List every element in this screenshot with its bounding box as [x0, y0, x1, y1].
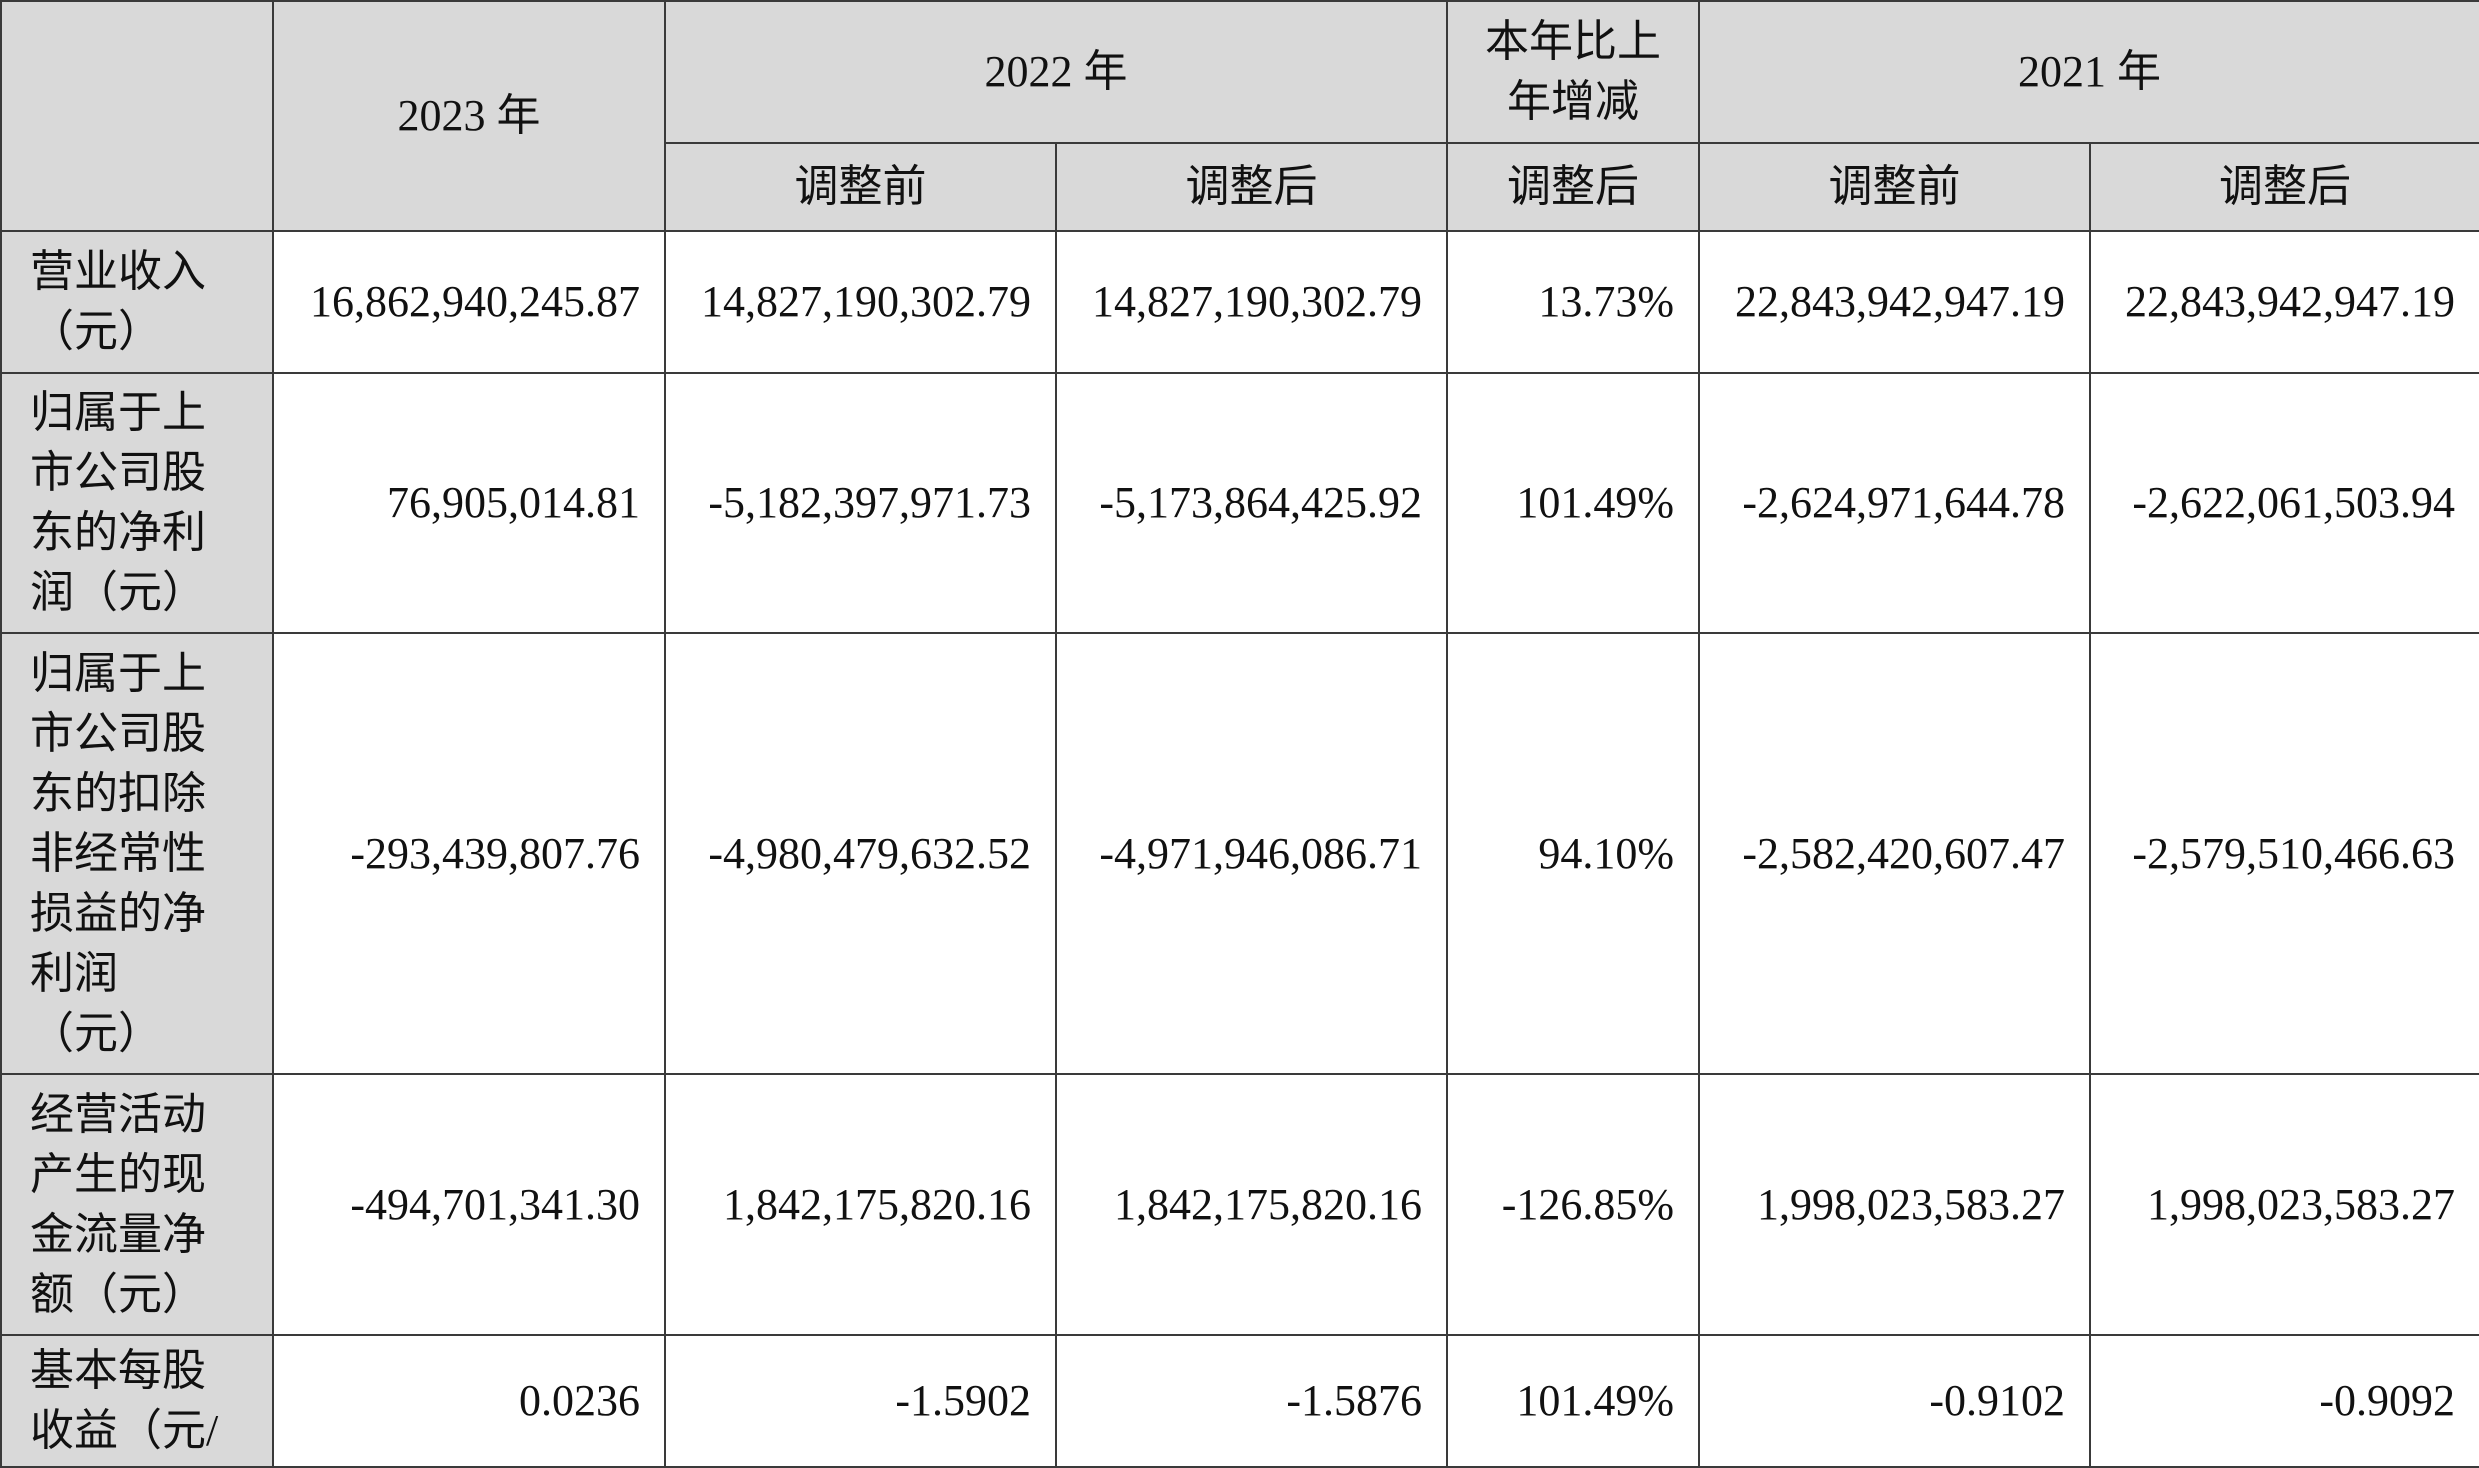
- cell-value: 1,998,023,583.27: [2089, 1073, 2479, 1336]
- cell-value: 1,842,175,820.16: [1055, 1073, 1448, 1336]
- header-2023: 2023 年: [272, 0, 666, 232]
- corner-cell: [0, 0, 274, 232]
- table-row: 归属于上 市公司股 东的扣除 非经常性 损益的净 利润 （元） -293,439…: [0, 632, 2479, 1075]
- cell-value: -5,173,864,425.92: [1055, 372, 1448, 634]
- cell-value: 14,827,190,302.79: [1055, 230, 1448, 374]
- cell-value: -4,980,479,632.52: [664, 632, 1057, 1075]
- table-row: 营业收入 （元） 16,862,940,245.87 14,827,190,30…: [0, 230, 2479, 374]
- cell-value: 22,843,942,947.19: [2089, 230, 2479, 374]
- cell-value: -126.85%: [1446, 1073, 1700, 1336]
- row-label-operating-cash-flow: 经营活动 产生的现 金流量净 额（元）: [0, 1073, 274, 1336]
- row-label-text: 归属于上 市公司股 东的扣除 非经常性 损益的净 利润 （元）: [30, 648, 206, 1058]
- header-2022: 2022 年: [664, 0, 1448, 144]
- cell-value: 0.0236: [272, 1334, 666, 1468]
- cell-value: -2,624,971,644.78: [1698, 372, 2091, 634]
- cell-value: -0.9102: [1698, 1334, 2091, 1468]
- table-row: 基本每股 收益（元/ 0.0236 -1.5902 -1.5876 101.49…: [0, 1334, 2479, 1468]
- cell-value: 94.10%: [1446, 632, 1700, 1075]
- cell-value: -1.5876: [1055, 1334, 1448, 1468]
- cell-value: -2,582,420,607.47: [1698, 632, 2091, 1075]
- row-label-text: 营业收入 （元）: [30, 247, 206, 356]
- cell-value: 76,905,014.81: [272, 372, 666, 634]
- row-label-basic-eps: 基本每股 收益（元/: [0, 1334, 274, 1468]
- row-label-revenue: 营业收入 （元）: [0, 230, 274, 374]
- header-2021-before: 调整前: [1698, 142, 2091, 232]
- header-2022-after: 调整后: [1055, 142, 1448, 232]
- cell-value: -293,439,807.76: [272, 632, 666, 1075]
- cell-value: 16,862,940,245.87: [272, 230, 666, 374]
- row-label-net-profit: 归属于上 市公司股 东的净利 润（元）: [0, 372, 274, 634]
- table-row: 归属于上 市公司股 东的净利 润（元） 76,905,014.81 -5,182…: [0, 372, 2479, 634]
- cell-value: -0.9092: [2089, 1334, 2479, 1468]
- table-row: 经营活动 产生的现 金流量净 额（元） -494,701,341.30 1,84…: [0, 1073, 2479, 1336]
- cell-value: 14,827,190,302.79: [664, 230, 1057, 374]
- row-label-text: 归属于上 市公司股 东的净利 润（元）: [30, 388, 206, 617]
- header-2022-before: 调整前: [664, 142, 1057, 232]
- cell-value: -4,971,946,086.71: [1055, 632, 1448, 1075]
- header-row-1: 2023 年 2022 年 本年比上 年增减 2021 年: [0, 0, 2479, 232]
- header-2021-after: 调整后: [2089, 142, 2479, 232]
- header-yoy-after: 调整后: [1446, 142, 1700, 232]
- cell-value: 101.49%: [1446, 1334, 1700, 1468]
- header-2021: 2021 年: [1698, 0, 2479, 144]
- row-label-text: 基本每股 收益（元/: [30, 1346, 219, 1455]
- row-label-deducted-net-profit: 归属于上 市公司股 东的扣除 非经常性 损益的净 利润 （元）: [0, 632, 274, 1075]
- cell-value: 22,843,942,947.19: [1698, 230, 2091, 374]
- header-yoy-text: 本年比上 年增减: [1485, 17, 1661, 126]
- cell-value: -2,622,061,503.94: [2089, 372, 2479, 634]
- header-yoy-change: 本年比上 年增减: [1446, 0, 1700, 144]
- row-label-text: 经营活动 产生的现 金流量净 额（元）: [30, 1089, 206, 1319]
- cell-value: -494,701,341.30: [272, 1073, 666, 1336]
- cell-value: 101.49%: [1446, 372, 1700, 634]
- cell-value: 13.73%: [1446, 230, 1700, 374]
- header-row-2: 调整前 调整后 调整后 调整前 调整后: [1, 142, 2479, 232]
- cell-value: -5,182,397,971.73: [664, 372, 1057, 634]
- cell-value: 1,842,175,820.16: [664, 1073, 1057, 1336]
- cell-value: -1.5902: [664, 1334, 1057, 1468]
- cell-value: -2,579,510,466.63: [2089, 632, 2479, 1075]
- cell-value: 1,998,023,583.27: [1698, 1073, 2091, 1336]
